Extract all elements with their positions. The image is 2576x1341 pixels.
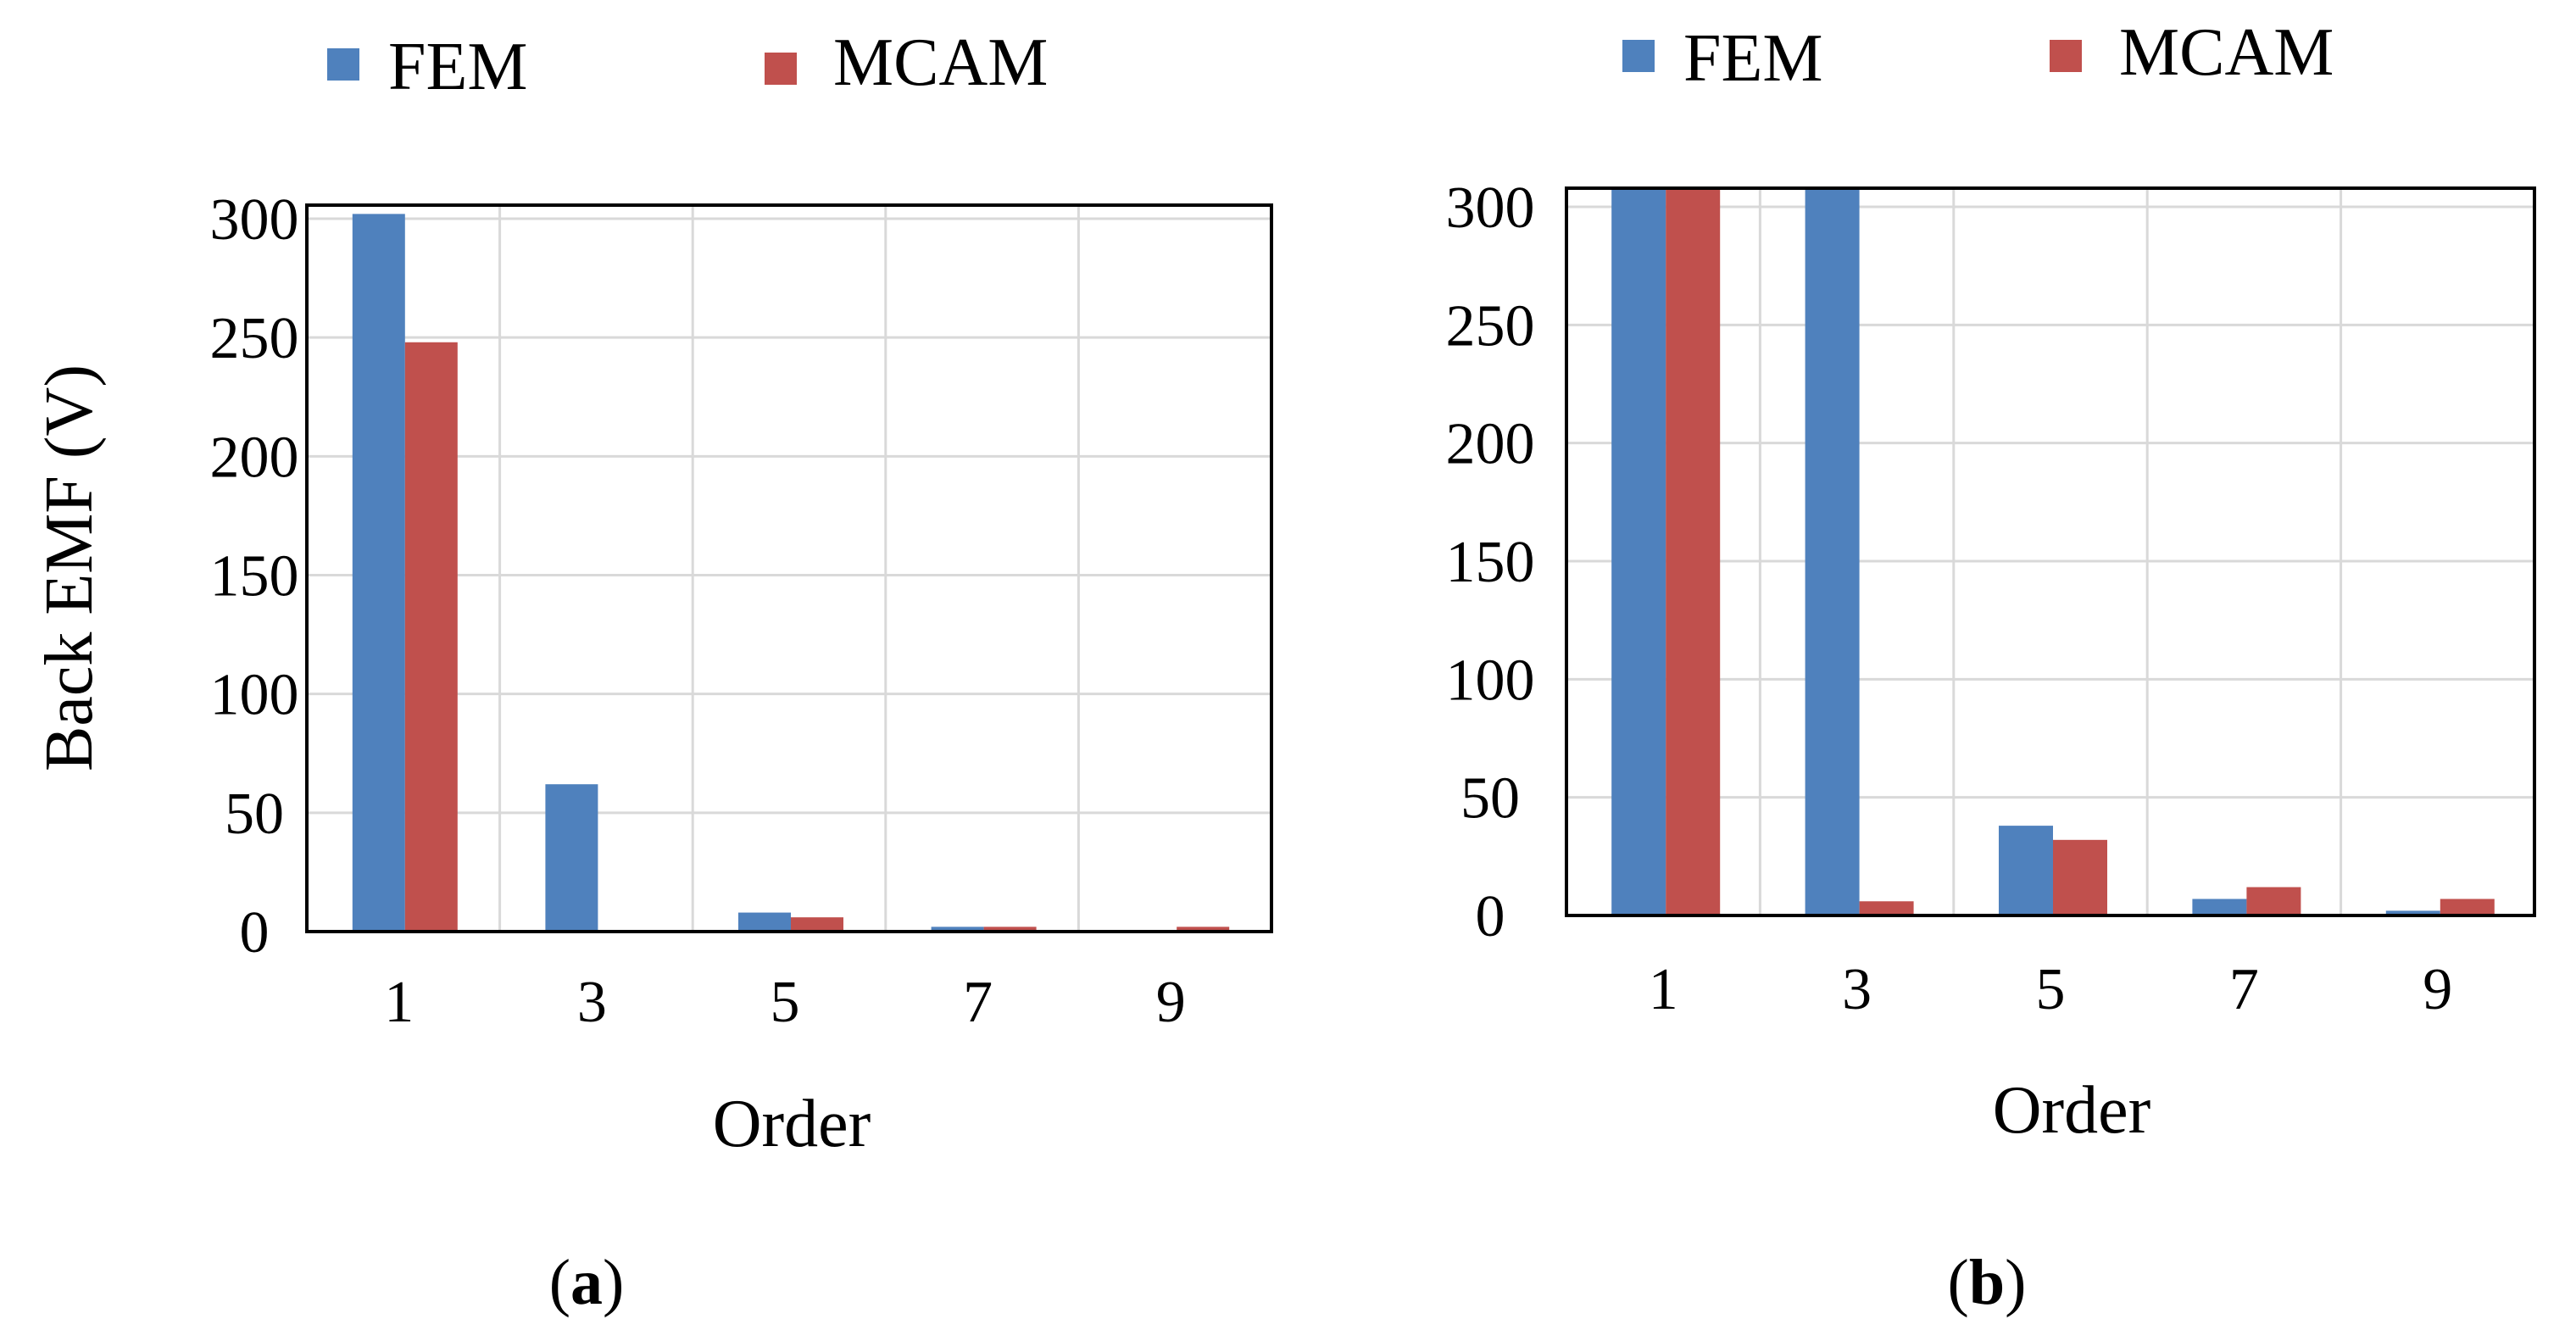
y-tick-label: 100	[1446, 648, 1535, 713]
x-tick-labels-a: 1 3 5 7 9	[384, 970, 1185, 1035]
bar-fem-order-1	[1611, 188, 1666, 915]
legend-label-mcam-a: MCAM	[833, 25, 1048, 100]
bar-fem-order-3	[545, 784, 598, 932]
bar-mcam-order-3	[1859, 901, 1914, 915]
y-tick-label: 50	[225, 782, 284, 847]
gridlines-b	[1566, 188, 2534, 915]
x-tick-label: 9	[1156, 970, 1186, 1035]
bar-fem-order-3	[1805, 188, 1860, 915]
x-tick-labels-b: 1 3 5 7 9	[1649, 957, 2453, 1022]
x-tick-label: 7	[2229, 957, 2259, 1022]
panel-caption-b: (b)	[1948, 1247, 2027, 1318]
x-axis-title-b: Order	[1993, 1073, 2151, 1148]
panel-caption-letter-b: b	[1969, 1247, 2005, 1318]
plot-frame-a	[305, 203, 1273, 933]
legend-swatch-fem-a	[327, 48, 359, 81]
bar-mcam-order-7	[2246, 887, 2301, 915]
y-tick-label: 200	[1446, 412, 1535, 477]
bar-fem-order-9	[2385, 910, 2440, 915]
chart-panel-a: FEM MCAM 0 50 100 150 200 250 300 1 3 5 7 9 Back E…	[32, 25, 1273, 1318]
y-tick-label: 150	[210, 544, 299, 609]
y-tick-label: 100	[210, 663, 299, 728]
bar-fem-order-7	[931, 926, 984, 932]
x-tick-label: 9	[2423, 957, 2452, 1022]
legend-swatch-mcam-a	[765, 53, 797, 85]
legend-swatch-mcam-b	[2050, 40, 2082, 72]
bar-mcam-order-5	[791, 917, 843, 932]
bar-fem-order-7	[2192, 899, 2247, 915]
bar-mcam-order-5	[2053, 839, 2107, 915]
y-tick-label: 250	[1446, 293, 1535, 359]
y-tick-labels-b: 0 50 100 150 200 250 300	[1446, 175, 1535, 949]
y-tick-label: 50	[1460, 766, 1520, 832]
y-tick-labels-a: 0 50 100 150 200 250 300	[210, 187, 299, 965]
bar-fem-order-5	[1999, 826, 2053, 915]
bar-mcam-order-1	[1666, 188, 1721, 915]
x-tick-label: 7	[963, 970, 993, 1035]
gridlines-a	[307, 205, 1271, 932]
bar-mcam-order-1	[404, 342, 458, 932]
y-tick-label: 250	[210, 306, 299, 371]
x-axis-title-a: Order	[713, 1087, 871, 1161]
x-tick-label: 1	[384, 970, 414, 1035]
y-tick-label: 0	[240, 900, 270, 965]
x-tick-label: 5	[2036, 957, 2066, 1022]
x-tick-label: 3	[577, 970, 607, 1035]
panel-caption-a: (a)	[549, 1247, 625, 1318]
y-tick-label: 0	[1476, 884, 1505, 949]
bar-mcam-order-9	[1177, 926, 1230, 932]
legend-label-fem-b: FEM	[1683, 21, 1823, 96]
y-tick-label: 300	[1446, 175, 1535, 241]
x-tick-label: 5	[771, 970, 800, 1035]
bar-mcam-order-9	[2440, 899, 2495, 915]
bar-fem-order-1	[352, 214, 405, 932]
bar-mcam-order-7	[983, 926, 1037, 932]
y-tick-label: 150	[1446, 530, 1535, 595]
legend-swatch-fem-b	[1622, 40, 1655, 72]
bars-b	[1611, 188, 2495, 915]
panel-caption-letter-a: a	[570, 1247, 603, 1318]
x-tick-label: 3	[1842, 957, 1872, 1022]
y-axis-title-a: Back EMF (V)	[32, 364, 107, 771]
legend-a: FEM MCAM	[327, 25, 1048, 104]
legend-label-fem-a: FEM	[388, 30, 528, 104]
y-tick-label: 300	[210, 187, 299, 253]
x-tick-label: 1	[1649, 957, 1678, 1022]
bar-fem-order-5	[738, 912, 791, 932]
plot-frame-b	[1565, 186, 2536, 917]
legend-label-mcam-b: MCAM	[2119, 15, 2334, 90]
y-tick-label: 200	[210, 425, 299, 490]
legend-b: FEM MCAM	[1622, 15, 2334, 96]
bars-a	[352, 214, 1230, 932]
